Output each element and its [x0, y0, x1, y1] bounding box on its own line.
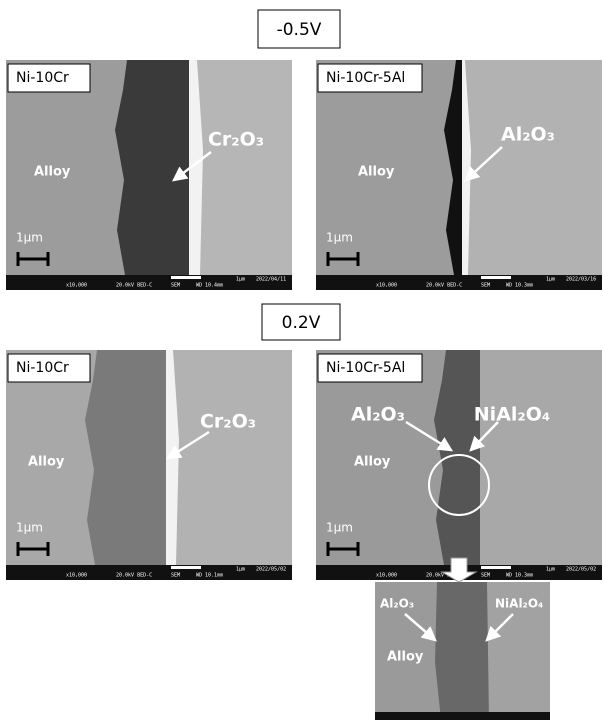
info-text: WD 10.3mm [506, 283, 533, 289]
oxide-label: NiAl₂O₄ [474, 404, 550, 426]
matrix-label: Alloy [28, 455, 65, 470]
info-text: 20.0kV BED-C [116, 283, 152, 289]
oxide-label: Al₂O₃ [351, 404, 405, 426]
info-text: 2022/05/02 [566, 567, 596, 573]
sample-label: Ni-10Cr-5Al [326, 360, 405, 376]
matrix-label: Alloy [358, 165, 395, 180]
scale-label: 1µm [16, 231, 43, 245]
sem-panel: x10,000 20.0kV BED-C SEM WD 10.4mm 1µm 2022/0… [6, 60, 292, 290]
info-text: 1µm [236, 567, 245, 573]
matrix-label: Alloy [354, 455, 391, 470]
scale-marker [481, 276, 511, 279]
sem-panel: x10,000 20.0kV BED-C SEM WD 10.1mm 1µm 2022/0… [6, 350, 292, 580]
info-text: 2022/03/16 [566, 277, 596, 283]
scale-marker [481, 566, 511, 569]
info-text: 2022/05/02 [256, 567, 286, 573]
info-text: x10,000 [376, 573, 397, 579]
scale-label: 1µm [326, 231, 353, 245]
right-region [463, 60, 602, 275]
info-text: SEM [171, 283, 180, 289]
info-text: x10,000 [66, 573, 87, 579]
info-text: 20.0kV BED-C [116, 573, 152, 579]
scale-label: 1µm [326, 521, 353, 535]
right-region [191, 60, 292, 275]
right-region [480, 350, 602, 565]
scale-marker [171, 566, 201, 569]
voltage-label: 0.2V [282, 313, 321, 333]
oxide-label: Cr₂O₃ [208, 129, 264, 151]
inset-panel: Al₂O₃ NiAl₂O₄ Alloy [375, 582, 550, 720]
info-text: WD 10.4mm [196, 283, 223, 289]
sem-panel: x10,000 20.0kV BED-C SEM WD 10.3mm 1µm 2022/0… [316, 60, 602, 290]
info-text: x10,000 [66, 283, 87, 289]
oxide-label: NiAl₂O₄ [495, 597, 543, 611]
voltage-label: -0.5V [277, 20, 322, 40]
oxide-label: Al₂O₃ [380, 597, 414, 611]
oxide-label: Cr₂O₃ [200, 411, 256, 433]
info-text: WD 10.1mm [196, 573, 223, 579]
info-text: SEM [481, 283, 490, 289]
oxide-layer [115, 60, 191, 275]
info-text: 1µm [546, 567, 555, 573]
info-bar [375, 712, 550, 720]
info-text: x10,000 [376, 283, 397, 289]
info-text: SEM [481, 573, 490, 579]
info-text: 20.0kV BED-C [426, 283, 462, 289]
figure: -0.5V 0.2V x10,000 20.0kV BED-C SEM WD 10.4… [0, 0, 603, 720]
scale-label: 1µm [16, 521, 43, 535]
sample-label: Ni-10Cr [16, 70, 69, 86]
info-text: WD 10.3mm [506, 573, 533, 579]
oxide-layer [435, 582, 489, 720]
matrix-label: Alloy [387, 650, 424, 665]
right-region [168, 350, 292, 565]
info-text: SEM [171, 573, 180, 579]
sample-label: Ni-10Cr [16, 360, 69, 376]
oxide-layer [85, 350, 168, 565]
sample-label: Ni-10Cr-5Al [326, 70, 405, 86]
oxide-label: Al₂O₃ [501, 124, 555, 146]
info-text: 1µm [236, 277, 245, 283]
info-text: 2022/04/11 [256, 277, 286, 283]
matrix-label: Alloy [34, 165, 71, 180]
scale-marker [171, 276, 201, 279]
info-text: 1µm [546, 277, 555, 283]
